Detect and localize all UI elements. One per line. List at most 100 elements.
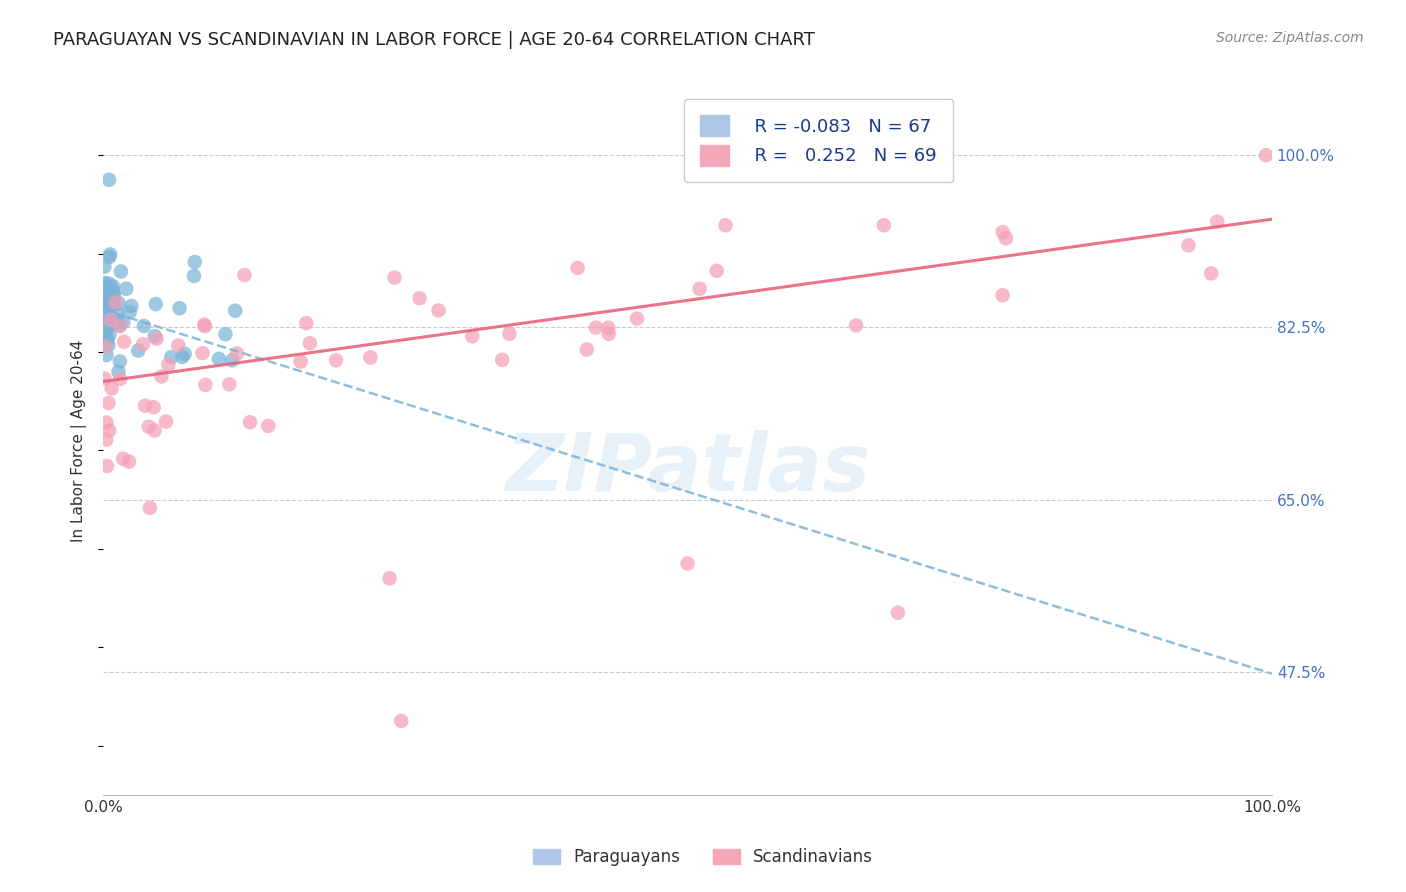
- Point: [173, 347, 195, 361]
- Point: [101, 283, 124, 297]
- Point: [118, 305, 141, 319]
- Point: [1177, 238, 1199, 252]
- Point: [183, 268, 205, 283]
- Point: [1199, 267, 1222, 281]
- Text: Source: ZipAtlas.com: Source: ZipAtlas.com: [1216, 31, 1364, 45]
- Y-axis label: In Labor Force | Age 20-64: In Labor Force | Age 20-64: [72, 339, 87, 541]
- Point: [224, 303, 246, 318]
- Point: [112, 451, 135, 466]
- Point: [93, 371, 115, 385]
- Point: [104, 295, 127, 310]
- Point: [103, 286, 125, 301]
- Point: [132, 318, 155, 333]
- Point: [96, 458, 118, 473]
- Point: [194, 319, 217, 334]
- Point: [96, 416, 118, 430]
- Point: [93, 276, 115, 290]
- Point: [127, 343, 149, 358]
- Point: [107, 316, 129, 330]
- Point: [97, 300, 120, 314]
- Point: [567, 260, 589, 275]
- Point: [98, 250, 121, 264]
- Point: [93, 302, 115, 317]
- Point: [134, 399, 156, 413]
- Point: [384, 270, 406, 285]
- Point: [1206, 214, 1229, 228]
- Point: [96, 301, 118, 316]
- Point: [598, 320, 620, 334]
- Point: [132, 337, 155, 351]
- Point: [873, 219, 896, 233]
- Point: [498, 326, 520, 341]
- Point: [101, 279, 124, 293]
- Point: [100, 382, 122, 396]
- Point: [325, 353, 347, 368]
- Point: [94, 307, 117, 321]
- Point: [143, 329, 166, 343]
- Point: [98, 308, 121, 322]
- Point: [585, 320, 607, 334]
- Point: [108, 354, 131, 368]
- Point: [184, 255, 207, 269]
- Point: [257, 419, 280, 434]
- Point: [93, 260, 115, 274]
- Point: [172, 350, 194, 364]
- Point: [138, 419, 160, 434]
- Point: [378, 571, 401, 585]
- Point: [96, 324, 118, 338]
- Point: [218, 377, 240, 392]
- Point: [98, 247, 121, 261]
- Point: [139, 500, 162, 515]
- Point: [1254, 148, 1277, 162]
- Point: [97, 277, 120, 291]
- Point: [105, 313, 128, 327]
- Point: [233, 268, 256, 282]
- Legend: Paraguayans, Scandinavians: Paraguayans, Scandinavians: [526, 842, 880, 873]
- Point: [93, 307, 115, 321]
- Point: [103, 288, 125, 302]
- Point: [96, 289, 118, 303]
- Point: [714, 219, 737, 233]
- Point: [98, 173, 121, 187]
- Point: [389, 714, 412, 728]
- Point: [676, 557, 699, 571]
- Point: [145, 297, 167, 311]
- Point: [143, 424, 166, 438]
- Point: [108, 319, 131, 334]
- Point: [100, 296, 122, 310]
- Point: [427, 303, 450, 318]
- Point: [226, 346, 249, 360]
- Point: [112, 334, 135, 349]
- Point: [191, 346, 214, 360]
- Point: [97, 338, 120, 352]
- Point: [194, 377, 217, 392]
- Point: [290, 354, 312, 368]
- Point: [120, 299, 142, 313]
- Point: [845, 318, 868, 333]
- Point: [97, 312, 120, 326]
- Point: [214, 327, 236, 342]
- Point: [110, 264, 132, 278]
- Point: [295, 316, 318, 330]
- Point: [991, 225, 1014, 239]
- Point: [103, 297, 125, 311]
- Point: [101, 298, 124, 312]
- Point: [145, 332, 167, 346]
- Point: [98, 327, 121, 342]
- Point: [100, 312, 122, 326]
- Point: [107, 365, 129, 379]
- Point: [103, 312, 125, 326]
- Point: [94, 340, 117, 354]
- Point: [575, 343, 598, 357]
- Point: [491, 352, 513, 367]
- Point: [995, 231, 1018, 245]
- Point: [108, 372, 131, 386]
- Point: [208, 351, 231, 366]
- Point: [98, 424, 121, 438]
- Point: [93, 337, 115, 351]
- Point: [298, 336, 321, 351]
- Point: [408, 291, 430, 305]
- Point: [93, 313, 115, 327]
- Point: [97, 287, 120, 301]
- Point: [239, 415, 262, 429]
